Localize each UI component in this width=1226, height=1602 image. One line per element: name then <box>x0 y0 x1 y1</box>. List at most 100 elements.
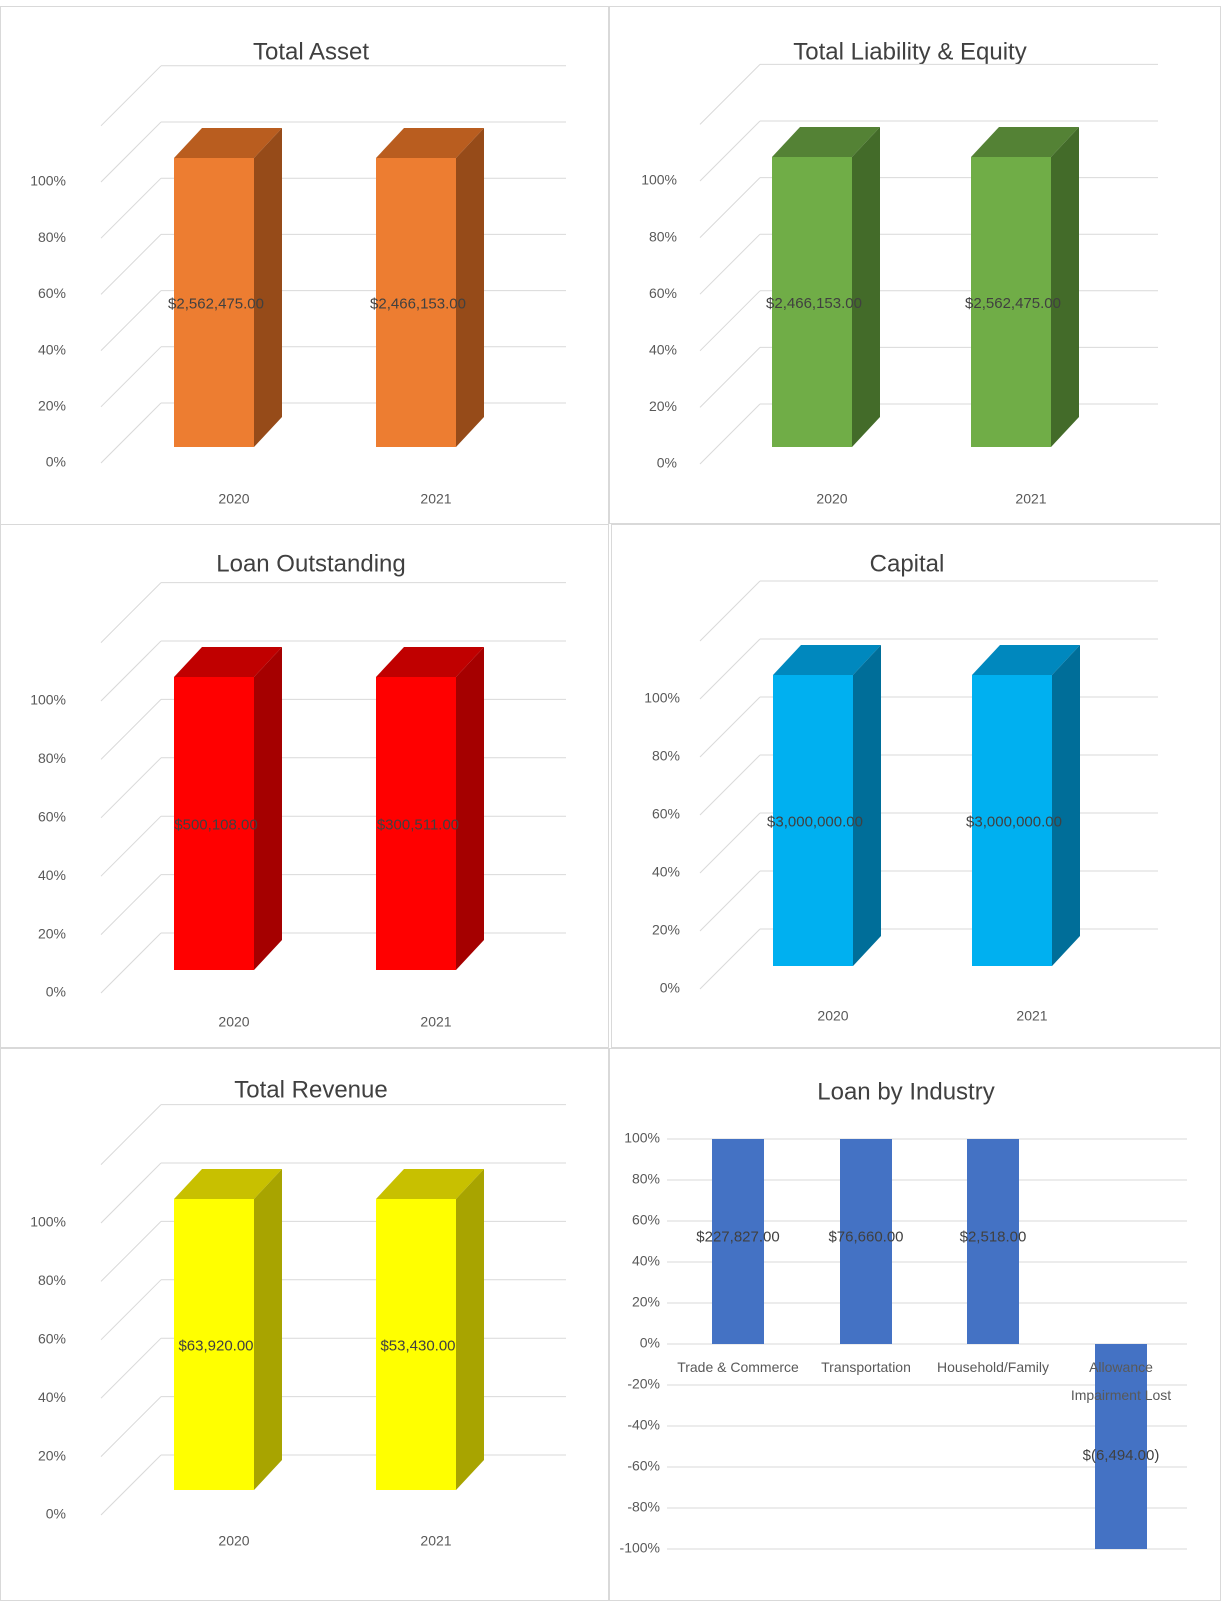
x-tick-label: Trade & Commerce <box>677 1359 799 1375</box>
bar <box>967 1139 1019 1344</box>
y-tick-label: 40% <box>649 342 677 358</box>
gridline-diagonal <box>100 1337 162 1399</box>
bar-top <box>376 1169 484 1199</box>
chart-svg: Total Liability & Equity 0% 20% 40% 60% 80% 10… <box>641 38 1158 507</box>
gridline-diagonal <box>100 177 162 239</box>
gridline-diagonal <box>100 932 162 994</box>
chart-title: Total Revenue <box>234 1076 387 1103</box>
bar-front <box>376 677 456 970</box>
y-tick-label: 100% <box>644 690 680 706</box>
y-tick-label: -20% <box>627 1376 660 1392</box>
y-tick-label: 80% <box>38 229 66 245</box>
y-tick-label: 60% <box>38 1331 66 1347</box>
chart-title: Total Asset <box>253 38 369 65</box>
chart-title: Capital <box>870 550 945 577</box>
bar-side <box>1052 645 1080 966</box>
bar-top <box>772 127 880 157</box>
bar-side <box>1051 127 1079 447</box>
gridline-diagonal <box>100 1221 162 1282</box>
x-tick-label: 2021 <box>1016 1008 1047 1024</box>
y-tick-label: 0% <box>660 980 680 996</box>
x-tick-label: 2021 <box>420 1533 451 1549</box>
gridline-diagonal <box>699 812 761 874</box>
y-tick-label: 100% <box>30 173 66 189</box>
gridline-diagonal <box>100 346 162 408</box>
y-tick-label: 0% <box>46 984 66 1000</box>
data-label: $2,466,153.00 <box>766 295 862 312</box>
bar-side <box>852 127 880 447</box>
bar-top <box>376 647 484 677</box>
y-tick-label: 40% <box>652 864 680 880</box>
gridline-diagonal <box>699 638 761 700</box>
bar-2020 <box>174 647 282 970</box>
bar-front <box>376 158 456 447</box>
bar-2021 <box>376 1169 484 1490</box>
bar-side <box>254 128 282 447</box>
y-tick-label: 0% <box>657 455 677 471</box>
chart-title: Total Liability & Equity <box>793 38 1026 65</box>
x-tick-label: 2020 <box>218 1014 249 1030</box>
data-label: $500,108.00 <box>174 816 257 833</box>
bar-front <box>376 1199 456 1490</box>
gridline-diagonal <box>699 403 761 465</box>
gridline-diagonal <box>100 1454 162 1516</box>
gridline-diagonal <box>100 640 162 702</box>
bar-front <box>971 157 1051 447</box>
x-tick-label: 2021 <box>1015 491 1046 507</box>
y-tick-label: 60% <box>632 1212 660 1228</box>
bar-2021 <box>376 128 484 447</box>
gridline-diagonal <box>100 582 162 643</box>
data-label: $227,827.00 <box>696 1228 779 1245</box>
x-tick-label: Transportation <box>821 1359 911 1375</box>
y-tick-label: 40% <box>38 341 66 357</box>
x-tick-label: 2020 <box>218 1533 249 1549</box>
chart-svg: Capital 0% 20% 40% 60% 80% 100% $3,000,000.00 20… <box>644 550 1158 1024</box>
gridline-diagonal <box>100 874 162 935</box>
data-label: $2,562,475.00 <box>168 295 264 312</box>
gridline-diagonal <box>100 1104 162 1165</box>
data-label: $76,660.00 <box>828 1228 903 1245</box>
y-tick-label: 60% <box>38 809 66 825</box>
y-tick-label: 20% <box>649 398 677 414</box>
bar-top <box>773 645 881 675</box>
bar-2021 <box>972 645 1080 966</box>
bar-front <box>174 677 254 970</box>
bar-2021 <box>971 127 1079 447</box>
y-tick-label: 20% <box>38 398 66 414</box>
gridline-diagonal <box>699 754 761 816</box>
bar-2020 <box>174 1169 282 1490</box>
data-label: $2,562,475.00 <box>965 295 1061 312</box>
x-tick-label-line: Impairment Lost <box>1071 1387 1171 1403</box>
gridline-diagonal <box>100 815 162 877</box>
bar-top <box>972 645 1080 675</box>
bar-top <box>174 647 282 677</box>
y-tick-label: 20% <box>38 1447 66 1463</box>
bar <box>1095 1344 1147 1549</box>
y-tick-label: 20% <box>652 922 680 938</box>
x-tick-label: Allowance Impairment Lost <box>1071 1359 1171 1403</box>
bar-front <box>972 675 1052 966</box>
x-tick-label: 2020 <box>816 491 847 507</box>
gridline-diagonal <box>100 699 162 760</box>
chart-total-revenue: Total Revenue 0% 20% 40% 60% 80% 100% $63,920.0… <box>0 1048 609 1601</box>
y-tick-label: 60% <box>649 285 677 301</box>
bar-top <box>174 128 282 158</box>
gridline-diagonal <box>699 177 761 238</box>
bar-front <box>773 675 853 966</box>
y-tick-label: 80% <box>652 748 680 764</box>
gridline-diagonal <box>699 120 761 182</box>
bar <box>840 1139 892 1344</box>
data-label: $(6,494.00) <box>1083 1447 1160 1464</box>
data-label: $53,430.00 <box>380 1337 455 1354</box>
chart-svg: Loan by Industry -100% -80% -60% -40% -20% 0% 2… <box>620 1078 1187 1556</box>
y-tick-label: 20% <box>38 925 66 941</box>
gridline-diagonal <box>699 64 761 125</box>
bar-side <box>853 645 881 966</box>
y-tick-label: -100% <box>620 1540 660 1556</box>
gridline-diagonal <box>699 347 761 408</box>
y-tick-label: 40% <box>38 867 66 883</box>
data-label: $2,466,153.00 <box>370 295 466 312</box>
y-tick-label: 0% <box>46 454 66 470</box>
x-tick-label-line: Transportation <box>821 1359 911 1375</box>
bar-2020 <box>772 127 880 447</box>
